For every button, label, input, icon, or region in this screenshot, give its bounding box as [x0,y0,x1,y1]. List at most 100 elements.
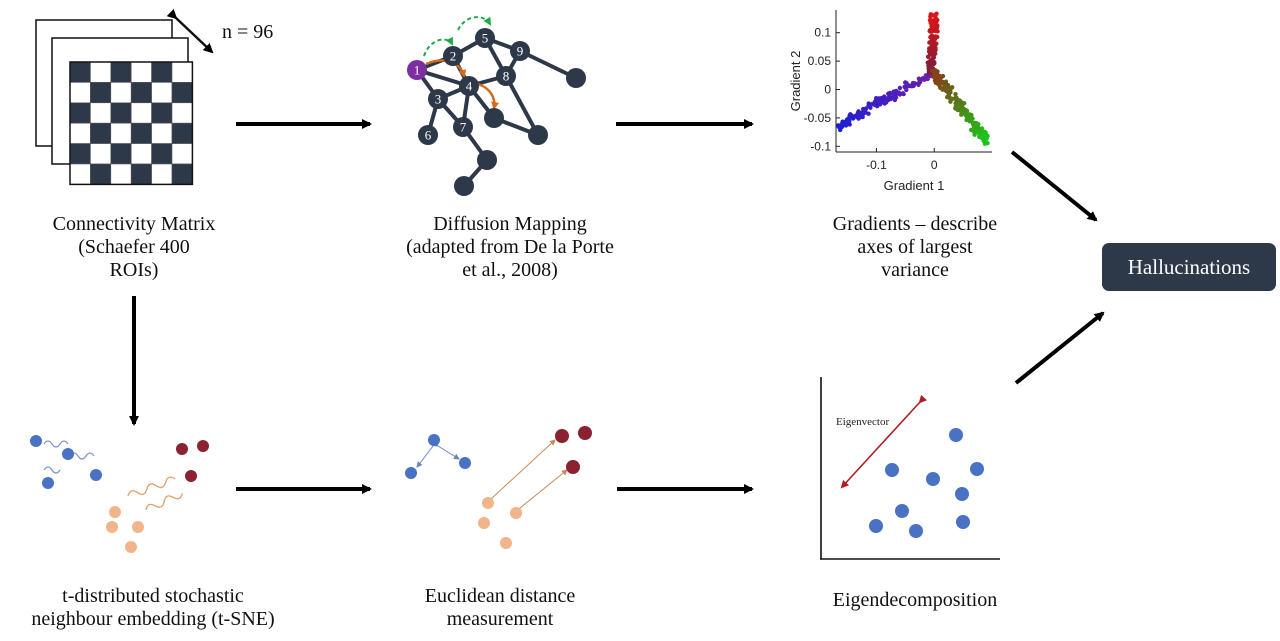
gradient-y-tick-label: 0.05 [808,54,832,68]
gradient-point [932,48,938,53]
diffusion-caption-line: Diffusion Mapping [433,213,587,235]
gradient-point [901,91,906,97]
network-edge [504,75,540,136]
gradient-point [868,105,873,110]
eigen-point [895,504,909,518]
eigen-point [909,524,923,538]
walk-arc-green [457,16,492,31]
hallucinations-label: Hallucinations [1127,254,1251,279]
gradient-point [979,135,984,141]
network-node-label: 9 [517,44,524,59]
network-node [475,28,495,48]
euclid-point-peach [510,507,522,519]
gradient-point [847,118,852,123]
tsne-caption: t-distributed stochastic neighbour embed… [8,585,298,631]
gradient-point [941,85,947,90]
gradient-point [929,61,934,66]
network-node [407,60,427,80]
gradient-point [925,76,930,81]
gradient-y-tick-label: -0.05 [804,111,832,125]
gradient-y-tick-label: 0 [824,83,831,97]
tsne-spring-blue-2 [69,452,95,460]
gradient-point [928,39,934,44]
euclid-point-peach [478,517,490,529]
gradient-point [840,121,845,126]
matrix-cell [171,163,193,185]
tsne-point-red [176,443,188,455]
gradient-x-tick-label: 0 [931,158,938,172]
tsne-point-peach [132,521,144,533]
gradient-y-tick-label: -0.1 [810,139,831,153]
euclid-point-blue [459,457,471,469]
gradient-point [954,95,959,101]
eigen-caption-line: Eigendecomposition [832,589,998,611]
network-node [454,176,474,196]
matrix-cell [69,61,91,83]
matrix-cell [130,163,152,185]
gradient-point [960,103,965,109]
matrix-caption-line: ROIs) [109,259,159,281]
network-node-label: 6 [425,128,432,143]
eigen-point [956,515,970,529]
gradient-point [948,99,953,104]
gradient-point [950,85,955,90]
gradient-point [954,103,959,109]
connectivity-matrix-icon: n = 96 [35,8,273,186]
gradient-point [856,112,861,118]
euclidean-caption-line: measurement [446,608,554,630]
tsne-point-peach [125,541,137,553]
network-node [443,46,463,66]
gradient-point [931,53,936,58]
matrix-cell [69,163,91,185]
matrix-cell [171,61,193,83]
gradient-point [848,112,853,117]
gradient-point [966,112,971,117]
gradient-point [928,14,933,19]
matrix-cell [171,82,193,104]
gradient-point [928,29,933,34]
gradient-point [959,109,964,115]
gradient-point [866,111,871,116]
tsne-point-blue [62,448,74,460]
tsne-point-peach [109,506,121,518]
network-node-label: 4 [466,79,473,94]
gradient-point [946,93,952,98]
gradient-point [917,78,922,84]
network-node-label: 8 [503,69,510,84]
matrix-cell [110,143,132,165]
gradient-point [934,41,939,46]
gradient-scatter-chart: 0.1 0.05 0 -0.05 -0.1 -0.1 0 Gradient 1 Gradient… [788,10,992,193]
gradient-point [863,107,868,112]
gradient-point [902,84,907,90]
stack-depth-arrow [166,8,214,54]
euclid-point-peach [482,497,494,509]
euclidean-illustration [405,426,592,549]
euclidean-caption-line: Euclidean distance [424,585,576,607]
gradient-y-label: Gradient 2 [788,51,803,112]
gradient-point [937,82,942,87]
euclid-point-red [566,460,580,474]
gradient-point [929,18,934,23]
n-label: n = 96 [222,21,273,43]
euclid-point-red [555,429,569,443]
tsne-point-blue [30,435,42,447]
matrix-cell [90,82,112,104]
matrix-cell [110,102,132,124]
matrix-cell [151,122,173,144]
eigen-point [885,463,899,477]
tsne-point-blue [90,469,102,481]
tsne-point-peach [106,521,118,533]
gradient-point [985,140,990,146]
tsne-spring-peach-1 [127,476,176,497]
arrow-eigen-to-outcome [1014,311,1105,385]
eigen-point [970,462,984,476]
matrix-cell [171,102,193,124]
network-node-label: 3 [435,92,442,107]
gradient-point [933,27,938,33]
gradient-point [953,91,958,97]
matrix-cell [151,102,173,124]
walk-arc-green [423,36,453,57]
diffusion-caption-line: et al., 2008) [462,259,558,281]
gradient-point [982,129,987,134]
gradient-point [932,13,938,18]
